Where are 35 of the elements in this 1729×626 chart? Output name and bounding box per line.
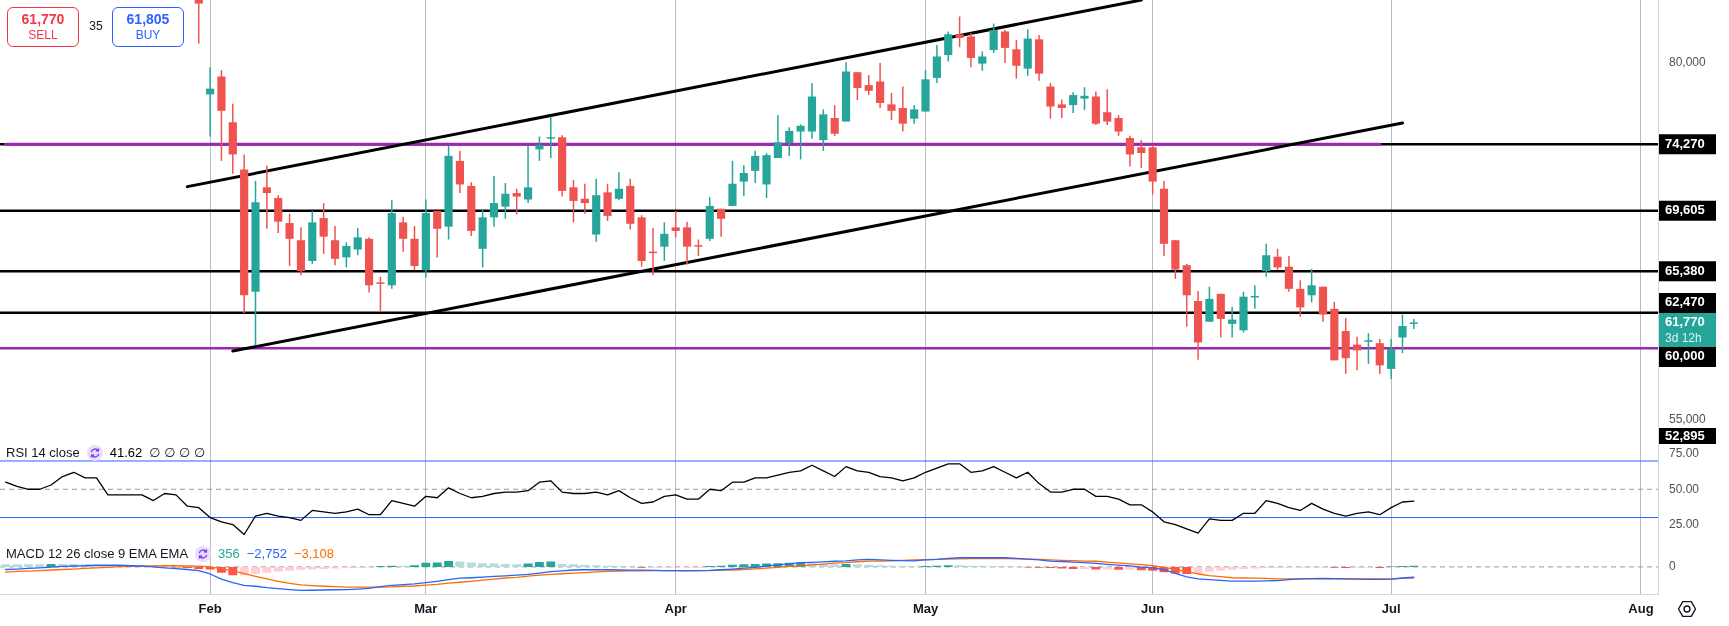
- annotation: −3,108: [293, 546, 335, 561]
- text: 3d 12h: [1665, 331, 1702, 346]
- x-tick-label: Jul: [1381, 600, 1401, 616]
- x-tick-label: May: [912, 600, 939, 616]
- annotation: 61,770: [20, 11, 66, 28]
- y-tick-label: 25.00: [1669, 516, 1700, 531]
- ref-line-label: 74,270: [1665, 135, 1705, 151]
- ref-line-label: 69,605: [1665, 202, 1705, 218]
- x-tick-label: Jun: [1141, 600, 1165, 616]
- text: 61,770: [1665, 314, 1705, 330]
- annotation: 61,805: [125, 11, 171, 28]
- y-tick-label: 55,000: [1669, 412, 1707, 426]
- annotation: 35: [88, 19, 104, 33]
- ref-line-label: 62,470: [1665, 294, 1705, 310]
- ref-line-label: 65,380: [1665, 262, 1705, 278]
- ref-line-label: 0: [1669, 559, 1676, 574]
- y-tick-label: 75.00: [1669, 446, 1700, 461]
- y-tick-label: 50.00: [1669, 481, 1700, 496]
- x-tick-label: Apr: [664, 600, 687, 616]
- annotation: ∅ ∅ ∅ ∅: [149, 445, 206, 460]
- chart-title: MACD 12 26 close 9 EMA EMA: [6, 546, 189, 561]
- ref-line-label: 60,000: [1665, 348, 1705, 364]
- annotation: 41.62: [109, 445, 143, 460]
- buy-button: 61,805 BUY: [112, 7, 184, 47]
- annotation: BUY: [134, 28, 162, 43]
- y-tick-label: 80,000: [1669, 54, 1707, 69]
- x-tick-label: Mar: [414, 600, 438, 616]
- text: 52,895: [1665, 428, 1705, 444]
- chart-title: RSI 14 close: [6, 445, 80, 460]
- annotation: 356: [218, 546, 240, 561]
- x-tick-label: Feb: [198, 600, 222, 616]
- sell-button: 61,770 SELL: [7, 7, 79, 47]
- annotation: SELL: [27, 28, 59, 43]
- x-tick-label: Aug: [1628, 600, 1654, 616]
- annotation: −2,752: [246, 546, 287, 561]
